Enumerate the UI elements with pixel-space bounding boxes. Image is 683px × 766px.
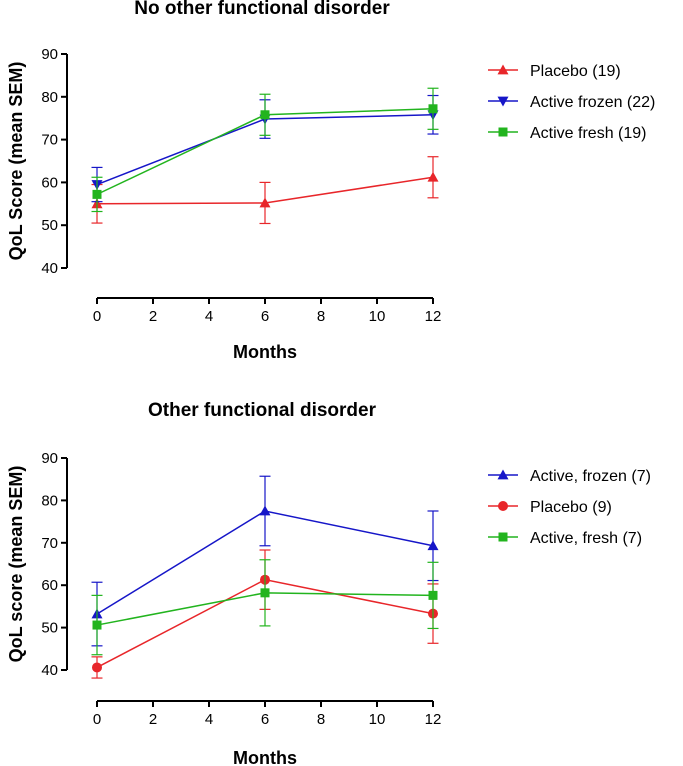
y-tick-label: 70: [41, 535, 58, 552]
legend-label: Active, frozen (7): [530, 468, 651, 485]
y-tick-label: 50: [41, 217, 58, 234]
y-tick-label: 90: [41, 46, 58, 63]
chart-title: No other functional disorder: [134, 0, 390, 19]
data-point: [92, 620, 102, 630]
x-axis: 0 2 4 6 8 10 12 Months: [93, 700, 442, 766]
legend-marker: [498, 127, 508, 137]
legend-label: Active fresh (19): [530, 125, 646, 142]
data-point: [260, 110, 270, 120]
data-point: [260, 588, 270, 598]
x-tick-label: 0: [93, 711, 101, 728]
x-tick-label: 10: [369, 308, 386, 325]
data-point: [427, 540, 439, 551]
x-tick-label: 4: [205, 308, 213, 325]
chart-panel-2: Other functional disorder405060708090QoL…: [6, 400, 651, 766]
y-axis-label: QoL score (mean SEM): [6, 466, 26, 663]
legend-marker: [497, 96, 509, 107]
y-axis: 40 50 60 70 80 90 QoL Score (mean SEM): [6, 46, 68, 277]
x-tick-label: 0: [93, 308, 101, 325]
x-axis: 0 2 4 6 8 10 12 Months: [93, 297, 442, 362]
y-tick-label: 40: [41, 662, 58, 679]
y-axis: 40 50 60 70 80 90 QoL score (mean SEM): [6, 450, 68, 679]
x-tick-label: 4: [205, 711, 213, 728]
x-tick-label: 8: [317, 711, 325, 728]
x-tick-label: 12: [425, 308, 442, 325]
x-tick-label: 6: [261, 308, 269, 325]
legend-marker: [497, 64, 509, 75]
x-tick-label: 2: [149, 308, 157, 325]
legend-label: Placebo (19): [530, 63, 621, 80]
y-tick-label: 70: [41, 132, 58, 149]
legend-item: Active fresh (19): [488, 125, 646, 142]
x-tick-label: 6: [261, 711, 269, 728]
chart-panel-1: No other functional disorder405060708090…: [6, 0, 655, 362]
y-tick-label: 60: [41, 577, 58, 594]
data-point: [427, 171, 439, 182]
legend-item: Active, frozen (7): [488, 468, 651, 485]
y-tick-label: 50: [41, 620, 58, 637]
x-tick-label: 8: [317, 308, 325, 325]
legend: Placebo (19) Active frozen (22) Active fre…: [488, 63, 655, 142]
legend-item: Active, fresh (7): [488, 530, 642, 547]
data-point: [428, 104, 438, 114]
series-1: [91, 156, 439, 225]
y-tick-label: 60: [41, 174, 58, 191]
series-3: [91, 559, 439, 656]
data-point: [259, 197, 271, 208]
data-point: [92, 662, 102, 673]
legend-marker: [498, 501, 508, 511]
legend-item: Placebo (9): [488, 499, 612, 516]
y-axis-label: QoL Score (mean SEM): [6, 62, 26, 261]
legend-label: Placebo (9): [530, 499, 612, 516]
data-point: [428, 590, 438, 600]
x-axis-label: Months: [233, 342, 297, 362]
x-axis-label: Months: [233, 748, 297, 766]
x-tick-label: 2: [149, 711, 157, 728]
y-tick-label: 80: [41, 492, 58, 509]
y-tick-label: 80: [41, 89, 58, 106]
x-tick-label: 10: [369, 711, 386, 728]
chart-title: Other functional disorder: [148, 400, 377, 421]
y-tick-label: 90: [41, 450, 58, 467]
y-tick-label: 40: [41, 260, 58, 277]
data-point: [92, 189, 102, 199]
x-tick-label: 12: [425, 711, 442, 728]
series-3: [91, 87, 439, 213]
legend-label: Active frozen (22): [530, 94, 655, 111]
legend-label: Active, fresh (7): [530, 530, 642, 547]
legend-item: Active frozen (22): [488, 94, 655, 111]
legend-item: Placebo (19): [488, 63, 621, 80]
legend-marker: [498, 532, 508, 542]
legend: Active, frozen (7) Placebo (9) Active, fre…: [488, 468, 651, 547]
legend-marker: [497, 469, 509, 480]
data-point: [259, 505, 271, 516]
